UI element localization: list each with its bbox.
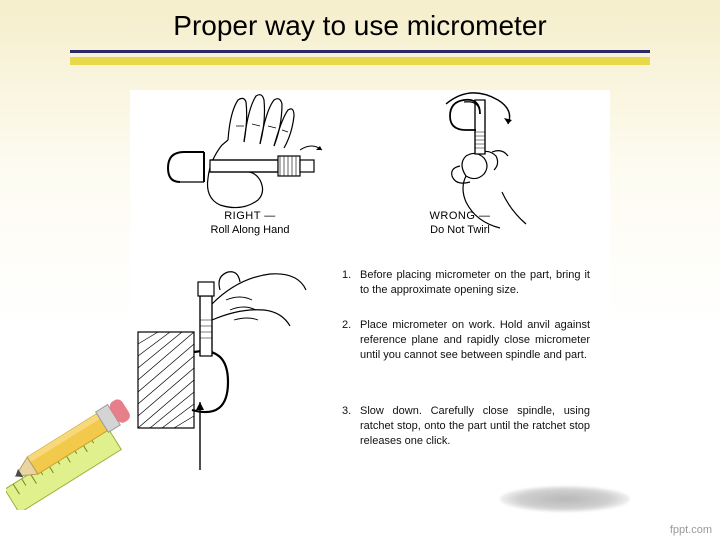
caption-wrong: WRONG — Do Not Twirl <box>400 210 520 238</box>
caption-wrong-main: WRONG — <box>400 210 520 224</box>
page-title: Proper way to use micrometer <box>0 0 720 50</box>
figure-placement <box>130 260 340 490</box>
instruction-2-text: Place micrometer on work. Hold anvil aga… <box>360 319 590 361</box>
watermark: fppt.com <box>670 524 712 536</box>
caption-right-sub: Roll Along Hand <box>190 224 310 238</box>
instruction-1: 1. Before placing micrometer on the part… <box>360 268 590 298</box>
instruction-3-num: 3. <box>342 404 351 419</box>
smudge-decoration <box>500 486 630 512</box>
figure-stage: RIGHT — Roll Along Hand WRONG — Do Not T… <box>130 90 610 490</box>
corner-clipart-icon <box>6 380 136 510</box>
caption-wrong-sub: Do Not Twirl <box>400 224 520 238</box>
instruction-1-num: 1. <box>342 268 351 283</box>
figure-right-hand <box>150 90 350 230</box>
instruction-2: 2. Place micrometer on work. Hold anvil … <box>360 318 590 363</box>
caption-right: RIGHT — Roll Along Hand <box>190 210 310 238</box>
divider <box>0 50 720 65</box>
figure-wrong-hand <box>380 90 560 230</box>
instruction-2-num: 2. <box>342 318 351 333</box>
instruction-3-text: Slow down. Carefully close spindle, usin… <box>360 405 590 447</box>
instruction-3: 3. Slow down. Carefully close spindle, u… <box>360 404 590 449</box>
caption-right-main: RIGHT — <box>190 210 310 224</box>
instruction-1-text: Before placing micrometer on the part, b… <box>360 269 590 296</box>
